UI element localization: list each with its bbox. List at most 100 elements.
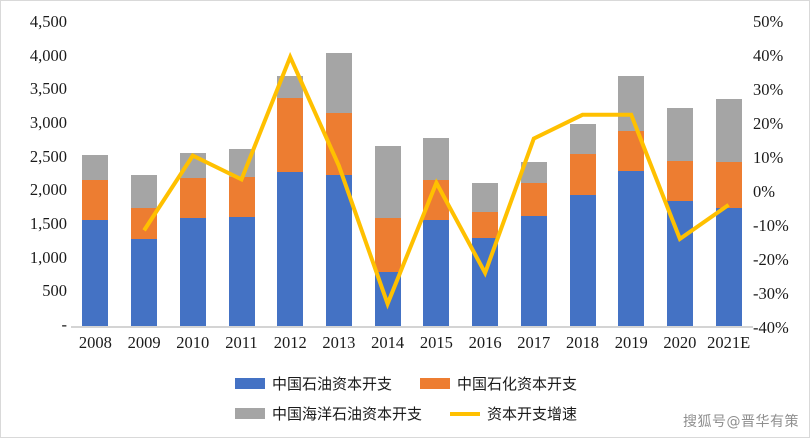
bar-segment bbox=[569, 124, 596, 154]
plot-area: 4,500 4,000 3,500 3,000 2,500 2,000 1,500 1,000… bbox=[1, 1, 810, 369]
x-axis-tick: 2018 bbox=[566, 333, 599, 352]
bar-segment bbox=[325, 112, 352, 175]
bar-segment bbox=[82, 155, 109, 180]
bar-stack bbox=[423, 138, 450, 326]
y-axis-left-tick: 3,500 bbox=[29, 79, 67, 99]
legend-swatch bbox=[234, 378, 265, 389]
legend-item[interactable]: 资本开支增速 bbox=[450, 403, 577, 424]
y-axis-right-tick: 10% bbox=[753, 148, 784, 167]
y-axis-left-tick: 2,000 bbox=[29, 180, 67, 200]
y-axis-right-tick: -10% bbox=[753, 216, 789, 235]
legend-row-2: 中国海洋石油资本开支 资本开支增速 bbox=[1, 403, 810, 424]
legend-label: 中国石油资本开支 bbox=[271, 377, 392, 393]
bar-segment bbox=[374, 272, 401, 326]
y-axis-left-tick: 1,000 bbox=[29, 247, 67, 267]
y-axis-right-tick: 30% bbox=[753, 80, 784, 99]
legend-swatch bbox=[234, 408, 265, 419]
y-axis-right-tick: 0% bbox=[753, 182, 775, 201]
x-axis-tick: 2021E bbox=[707, 333, 751, 352]
x-axis-tick: 2010 bbox=[176, 333, 210, 352]
bar-segment bbox=[277, 76, 304, 98]
x-axis-tick: 2017 bbox=[517, 333, 551, 352]
bar-segment bbox=[423, 138, 450, 180]
x-axis-tick: 2020 bbox=[663, 333, 697, 352]
legend-label: 中国石化资本开支 bbox=[457, 377, 578, 393]
y-axis-left: 4,500 4,000 3,500 3,000 2,500 2,000 1,500 1,000… bbox=[9, 1, 67, 369]
bar-stack bbox=[715, 99, 742, 326]
legend-label: 中国海洋石油资本开支 bbox=[271, 407, 422, 423]
bar-segment bbox=[82, 220, 109, 326]
bar-stack bbox=[228, 148, 255, 326]
bar-segment bbox=[472, 211, 499, 238]
bar-segment bbox=[472, 237, 499, 326]
bar-segment bbox=[520, 161, 547, 183]
bar-stack bbox=[325, 53, 352, 326]
y-axis-right-tick: -20% bbox=[753, 250, 789, 269]
bar-segment bbox=[618, 171, 645, 326]
bar-segment bbox=[325, 174, 352, 326]
y-axis-right-tick: -30% bbox=[753, 284, 789, 303]
y-axis-left-tick: 4,500 bbox=[29, 12, 67, 31]
x-axis-tick: 2011 bbox=[225, 333, 258, 352]
legend-item[interactable]: 中国石化资本开支 bbox=[420, 373, 577, 394]
bar-segment bbox=[228, 148, 255, 178]
bar-segment bbox=[179, 177, 206, 218]
x-axis-tick: 2014 bbox=[371, 333, 405, 352]
bar-segment bbox=[374, 146, 401, 219]
bar-segment bbox=[179, 217, 206, 326]
bar-segment bbox=[520, 182, 547, 217]
bar-segment bbox=[131, 239, 158, 326]
bar-stack bbox=[569, 124, 596, 326]
bar-segment bbox=[472, 183, 499, 212]
y-axis-left-tick: 4,000 bbox=[29, 45, 67, 65]
y-axis-left-tick: 2,500 bbox=[29, 146, 67, 166]
y-axis-left-tick: - bbox=[61, 315, 68, 334]
bar-segment bbox=[423, 220, 450, 326]
bar-segment bbox=[131, 207, 158, 240]
x-axis-tick: 2012 bbox=[273, 333, 307, 352]
chart-legend: 中国石油资本开支 中国石化资本开支 中国海洋石油资本开支 资本开支增速 bbox=[1, 367, 810, 437]
bar-segment bbox=[277, 171, 304, 326]
axis-baseline bbox=[71, 326, 753, 328]
bar-segment bbox=[618, 75, 645, 131]
y-axis-right-tick: 50% bbox=[753, 12, 784, 31]
x-axis-tick: 2013 bbox=[322, 333, 356, 352]
bars-layer bbox=[71, 13, 753, 326]
bar-stack bbox=[520, 161, 547, 326]
legend-swatch bbox=[420, 378, 450, 389]
bar-segment bbox=[277, 97, 304, 172]
bar-stack bbox=[472, 183, 499, 326]
bar-segment bbox=[325, 53, 352, 113]
bar-stack bbox=[277, 76, 304, 326]
y-axis-right-tick: -40% bbox=[753, 318, 789, 337]
bar-segment bbox=[374, 218, 401, 273]
bar-stack bbox=[618, 75, 645, 326]
bar-segment bbox=[131, 174, 158, 208]
y-axis-right-tick: 40% bbox=[753, 46, 784, 65]
bar-stack bbox=[179, 152, 206, 326]
bar-segment bbox=[520, 216, 547, 326]
x-axis: 2008 2009 2010 2011 2012 2013 2014 2015 2016 2017… bbox=[71, 331, 753, 361]
x-axis-tick: 2019 bbox=[614, 333, 648, 352]
x-axis-tick: 2008 bbox=[78, 333, 112, 352]
watermark: 搜狐号@晋华有策 bbox=[683, 414, 799, 430]
bar-segment bbox=[666, 200, 693, 326]
legend-label: 资本开支增速 bbox=[487, 407, 578, 423]
legend-item[interactable]: 中国石油资本开支 bbox=[234, 373, 392, 394]
bar-segment bbox=[715, 161, 742, 209]
y-axis-left-tick: 1,500 bbox=[29, 214, 67, 233]
x-axis-tick: 2009 bbox=[127, 333, 161, 352]
x-axis-tick: 2015 bbox=[419, 333, 453, 352]
bar-segment bbox=[179, 152, 206, 178]
legend-item[interactable]: 中国海洋石油资本开支 bbox=[234, 403, 422, 424]
bar-segment bbox=[228, 216, 255, 326]
bar-segment bbox=[569, 153, 596, 196]
y-axis-right: 50% 40% 30% 20% 10% 0% -10% -20% -30% -40% bbox=[753, 1, 809, 369]
bar-segment bbox=[715, 208, 742, 326]
bar-segment bbox=[666, 161, 693, 201]
bar-segment bbox=[569, 195, 596, 326]
bar-stack bbox=[131, 174, 158, 326]
y-axis-right-tick: 20% bbox=[753, 114, 784, 133]
y-axis-left-tick: 500 bbox=[42, 281, 67, 301]
